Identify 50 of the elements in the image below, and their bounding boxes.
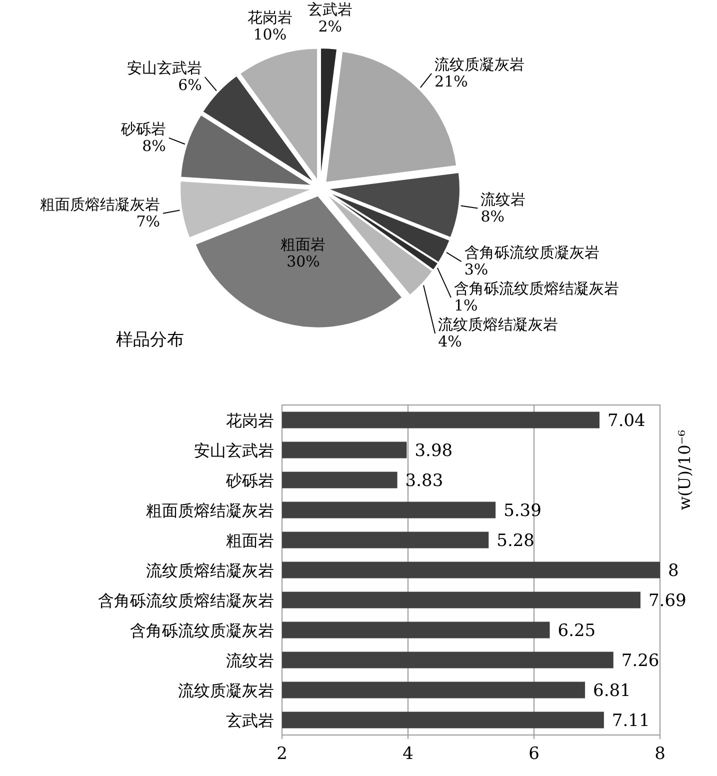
x-tick-label: 2 [276, 744, 288, 764]
data-label: 7.26 [621, 651, 660, 671]
data-label: 8% [480, 207, 505, 226]
data-label: 3% [464, 260, 488, 279]
slice-label: 粗面质熔结凝灰岩 [40, 195, 160, 214]
data-label: 5.39 [504, 501, 542, 521]
data-label: 5.28 [496, 531, 534, 551]
y-tick-label: 流纹岩 [226, 651, 274, 670]
x-tick-label: 8 [654, 744, 666, 764]
data-label: 8 [668, 561, 679, 581]
data-label: 3.98 [414, 441, 453, 461]
data-label: 6.81 [593, 681, 631, 701]
slice-label: 花岗岩 [247, 8, 292, 26]
data-label: 1% [454, 296, 478, 315]
y-tick-label: 含角砾流纹质凝灰岩 [130, 621, 274, 640]
slice-label: 砂砾岩 [120, 120, 166, 138]
x-tick-label: 6 [528, 744, 540, 764]
y2-axis-title: w(U)/10⁻⁶ [675, 430, 694, 510]
slice-label: 玄武岩 [308, 0, 353, 18]
y-tick-label: 粗面岩 [226, 531, 274, 550]
data-label: 7.04 [608, 411, 646, 431]
slice-label: 安山玄武岩 [126, 59, 202, 78]
slice-label: 流纹质凝灰岩 [434, 55, 525, 74]
slice-label: 流纹岩 [480, 190, 526, 208]
y-tick-label: 流纹质凝灰岩 [178, 681, 274, 700]
y-tick-label: 砂砾岩 [225, 471, 274, 490]
slice-label: 粗面岩 [280, 235, 326, 254]
y-tick-label: 含角砾流纹质熔结凝灰岩 [98, 591, 274, 610]
data-label: 21% [434, 72, 468, 90]
data-label: 30% [286, 252, 320, 270]
data-label: 7% [136, 212, 160, 230]
text: 样品分布 [116, 330, 184, 350]
data-label: 7.69 [648, 591, 686, 611]
slice-label: 含角砾流纹质熔结凝灰岩 [454, 280, 619, 298]
data-label: 6.25 [558, 621, 596, 641]
data-label: 8% [142, 136, 166, 155]
data-label: 6% [178, 76, 202, 94]
y-tick-label: 玄武岩 [226, 711, 274, 730]
y-tick-label: 花岗岩 [226, 411, 274, 430]
data-label: 7.11 [612, 711, 650, 731]
slice-label: 流纹质熔结凝灰岩 [438, 316, 558, 334]
data-label: 10% [253, 25, 287, 44]
y-tick-label: 流纹质熔结凝灰岩 [146, 561, 274, 580]
data-label: 4% [438, 332, 462, 351]
data-label: 2% [318, 17, 342, 36]
x-tick-label: 4 [402, 744, 414, 764]
slice-label: 含角砾流纹质凝灰岩 [464, 244, 600, 262]
data-label: 3.83 [405, 471, 444, 491]
y-tick-label: 粗面质熔结凝灰岩 [146, 501, 274, 520]
y-tick-label: 安山玄武岩 [194, 441, 274, 460]
